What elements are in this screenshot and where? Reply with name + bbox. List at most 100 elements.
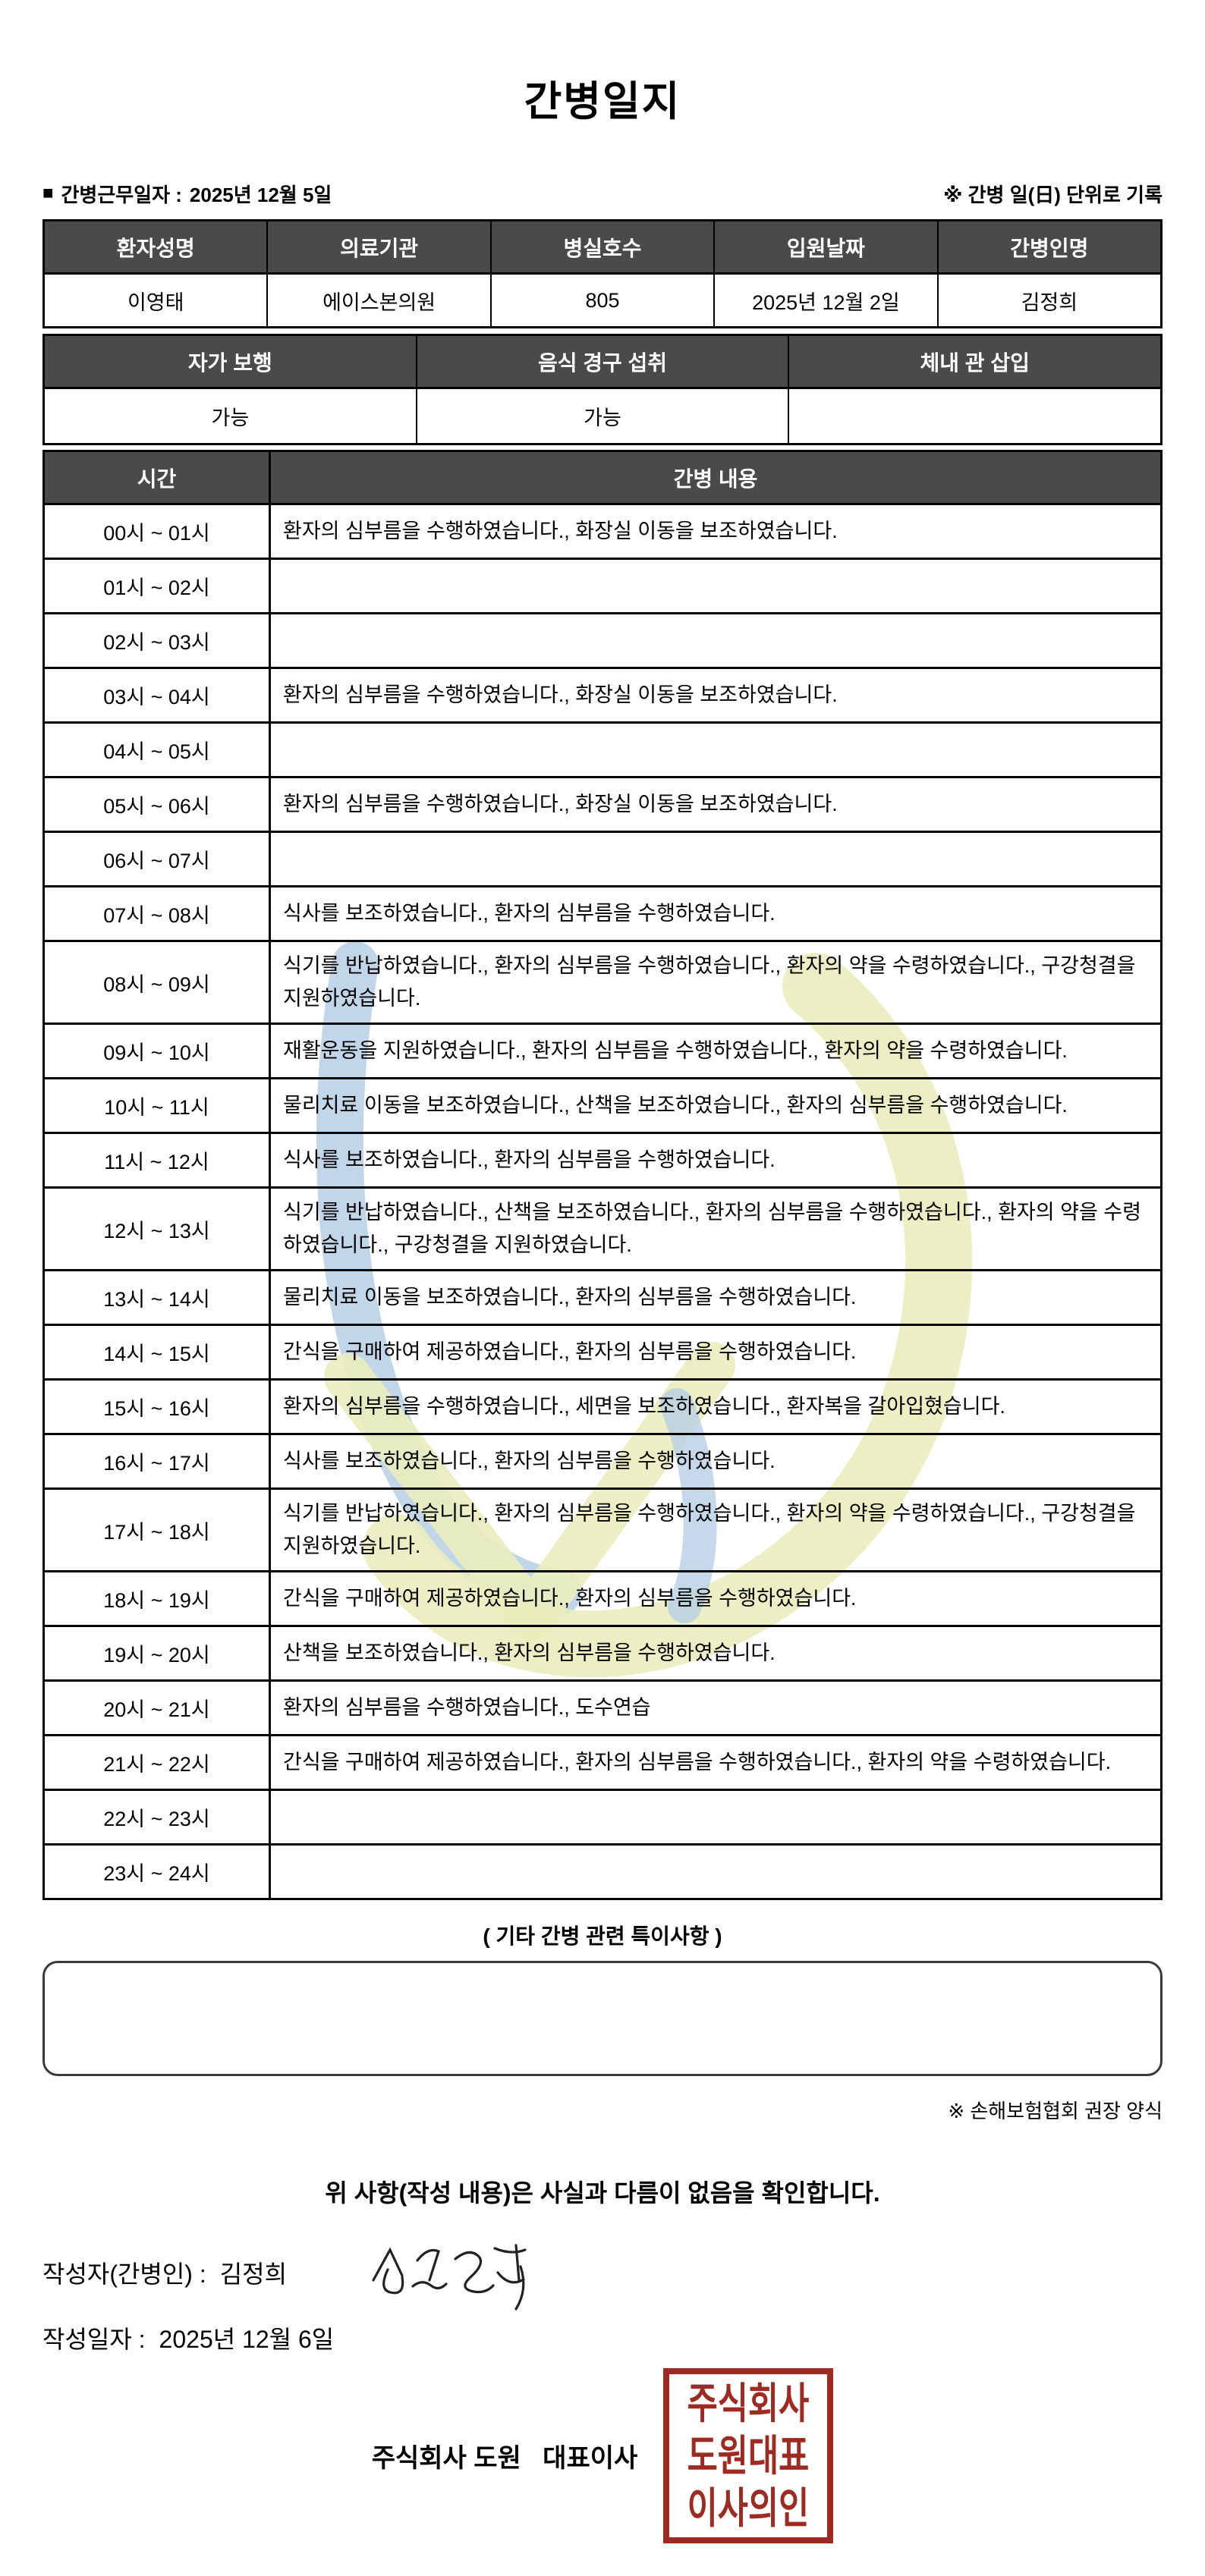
care-content-cell: 환자의 심부름을 수행하였습니다., 화장실 이동을 보조하였습니다.	[283, 520, 838, 542]
care-content-cell: 환자의 심부름을 수행하였습니다., 화장실 이동을 보조하였습니다.	[283, 793, 838, 815]
header-oral-intake: 음식 경구 섭취	[417, 336, 790, 387]
time-cell: 00시 ~ 01시	[45, 505, 271, 558]
value-medical-institution: 에이스본의원	[268, 275, 492, 326]
time-cell: 23시 ~ 24시	[45, 1846, 271, 1898]
corporate-seal-stamp: 주식회사 도원대표 이사의인	[663, 2368, 834, 2543]
meta-line: ■ 간병근무일자 : 2025년 12월 5일 ※ 간병 일(日) 단위로 기록	[42, 182, 1163, 206]
log-row: 22시 ~ 23시	[45, 1791, 1160, 1846]
care-content-cell	[271, 614, 1160, 667]
log-row: 19시 ~ 20시 산책을 보조하였습니다., 환자의 심부름을 수행하였습니다.	[45, 1627, 1160, 1682]
time-cell: 09시 ~ 10시	[45, 1025, 271, 1077]
time-cell: 04시 ~ 05시	[45, 724, 271, 776]
stamp-line-3: 이사의인	[687, 2483, 810, 2532]
time-cell: 22시 ~ 23시	[45, 1791, 271, 1843]
status-header-row: 자가 보행 음식 경구 섭취 체내 관 삽입	[45, 336, 1160, 389]
log-row: 03시 ~ 04시 환자의 심부름을 수행하였습니다., 화장실 이동을 보조하였…	[45, 669, 1160, 724]
care-content-cell: 식사를 보조하였습니다., 환자의 심부름을 수행하였습니다.	[283, 902, 776, 925]
confirmation-statement: 위 사항(작성 내용)은 사실과 다름이 없음을 확인합니다.	[325, 2179, 880, 2207]
time-cell: 01시 ~ 02시	[45, 560, 271, 612]
value-patient-name: 이영태	[45, 275, 269, 326]
log-row: 07시 ~ 08시 식사를 보조하였습니다., 환자의 심부름을 수행하였습니다.	[45, 887, 1160, 942]
extra-notes-box	[42, 1961, 1163, 2076]
header-caregiver-name: 간병인명	[1010, 236, 1089, 260]
write-date-value: 2025년 12월 6일	[159, 2326, 335, 2353]
log-row: 08시 ~ 09시 식기를 반납하였습니다., 환자의 심부름을 수행하였습니다.…	[45, 942, 1160, 1025]
value-internal-tube	[789, 389, 1160, 443]
care-content-cell	[271, 1791, 1160, 1843]
handwritten-signature	[372, 2244, 527, 2311]
work-date-label: 간병근무일자 :	[61, 183, 182, 206]
patient-info-value-row: 이영태 에이스본의원 805 2025년 12월 2일 김정희	[45, 275, 1160, 326]
time-cell: 15시 ~ 16시	[45, 1381, 271, 1433]
log-row: 16시 ~ 17시 식사를 보조하였습니다., 환자의 심부름을 수행하였습니다.	[45, 1435, 1160, 1490]
value-room-number: 805	[492, 275, 716, 326]
log-row: 20시 ~ 21시 환자의 심부름을 수행하였습니다., 도수연습	[45, 1682, 1160, 1736]
care-content-cell: 환자의 심부름을 수행하였습니다., 도수연습	[283, 1696, 651, 1719]
time-cell: 12시 ~ 13시	[45, 1189, 271, 1269]
log-row: 01시 ~ 02시	[45, 560, 1160, 614]
patient-info-table: 환자성명 의료기관 병실호수 입원날짜 간병인명 이영태 에이스본의원 805 …	[42, 219, 1163, 328]
time-cell: 21시 ~ 22시	[45, 1736, 271, 1789]
care-content-cell: 식기를 반납하였습니다., 환자의 심부름을 수행하였습니다., 환자의 약을 …	[283, 954, 1136, 1010]
writer-line: 작성자(간병인) : 김정희	[42, 2244, 1163, 2311]
header-time: 시간	[45, 452, 271, 503]
log-row: 00시 ~ 01시 환자의 심부름을 수행하였습니다., 화장실 이동을 보조하였…	[45, 505, 1160, 560]
time-cell: 08시 ~ 09시	[45, 942, 271, 1023]
header-medical-institution: 의료기관	[268, 221, 492, 272]
patient-status-table: 자가 보행 음식 경구 섭취 체내 관 삽입 가능 가능	[42, 334, 1163, 445]
value-admission-date: 2025년 12월 2일	[715, 275, 939, 326]
log-row: 21시 ~ 22시 간식을 구매하여 제공하였습니다., 환자의 심부름을 수행하…	[45, 1736, 1160, 1791]
care-content-cell: 간식을 구매하여 제공하였습니다., 환자의 심부름을 수행하였습니다.	[283, 1340, 857, 1363]
time-cell: 13시 ~ 14시	[45, 1271, 271, 1324]
header-internal-tube: 체내 관 삽입	[920, 350, 1030, 375]
care-content-cell	[271, 724, 1160, 776]
company-line: 주식회사 도원 대표이사	[371, 2444, 638, 2473]
care-content-cell: 환자의 심부름을 수행하였습니다., 화장실 이동을 보조하였습니다.	[283, 683, 838, 706]
care-content-cell: 간식을 구매하여 제공하였습니다., 환자의 심부름을 수행하였습니다., 환자…	[283, 1751, 1112, 1773]
time-cell: 20시 ~ 21시	[45, 1682, 271, 1734]
log-row: 05시 ~ 06시 환자의 심부름을 수행하였습니다., 화장실 이동을 보조하였…	[45, 778, 1160, 833]
stamp-line-2: 도원대표	[687, 2431, 810, 2480]
page-title: 간병일지	[524, 79, 681, 124]
work-date-value: 2025년 12월 5일	[189, 183, 332, 206]
time-cell: 11시 ~ 12시	[45, 1134, 271, 1186]
care-content-cell: 간식을 구매하여 제공하였습니다., 환자의 심부름을 수행하였습니다.	[283, 1587, 857, 1610]
unit-note: ※ 간병 일(日) 단위로 기록	[943, 183, 1163, 206]
time-cell: 03시 ~ 04시	[45, 669, 271, 721]
form-standard-note: ※ 손해보험협회 권장 양식	[948, 2100, 1163, 2122]
log-row: 12시 ~ 13시 식기를 반납하였습니다., 산책을 보조하였습니다., 환자의…	[45, 1189, 1160, 1271]
header-care-content: 간병 내용	[673, 467, 758, 491]
care-content-cell: 물리치료 이동을 보조하였습니다., 환자의 심부름을 수행하였습니다.	[283, 1286, 857, 1308]
care-content-cell: 환자의 심부름을 수행하였습니다., 세면을 보조하였습니다., 환자복을 갈아…	[283, 1395, 1005, 1418]
value-self-walking: 가능	[45, 389, 417, 443]
log-row: 02시 ~ 03시	[45, 614, 1160, 669]
header-self-walking: 자가 보행	[45, 336, 417, 387]
document-content: 간병일지 ■ 간병근무일자 : 2025년 12월 5일 ※ 간병 일(日) 단…	[0, 79, 1205, 2543]
log-row: 11시 ~ 12시 식사를 보조하였습니다., 환자의 심부름을 수행하였습니다.	[45, 1134, 1160, 1189]
status-value-row: 가능 가능	[45, 389, 1160, 443]
log-row: 17시 ~ 18시 식기를 반납하였습니다., 환자의 심부름을 수행하였습니다.…	[45, 1490, 1160, 1572]
writer-label: 작성자(간병인) :	[42, 2260, 206, 2288]
care-content-cell: 식기를 반납하였습니다., 산책을 보조하였습니다., 환자의 심부름을 수행하…	[283, 1201, 1141, 1256]
care-content-cell	[271, 560, 1160, 612]
time-cell: 16시 ~ 17시	[45, 1435, 271, 1487]
log-row: 14시 ~ 15시 간식을 구매하여 제공하였습니다., 환자의 심부름을 수행하…	[45, 1326, 1160, 1381]
time-cell: 14시 ~ 15시	[45, 1326, 271, 1378]
log-row: 18시 ~ 19시 간식을 구매하여 제공하였습니다., 환자의 심부름을 수행하…	[45, 1572, 1160, 1627]
care-content-cell	[271, 1846, 1160, 1898]
care-content-cell: 식사를 보조하였습니다., 환자의 심부름을 수행하였습니다.	[283, 1450, 776, 1472]
time-cell: 06시 ~ 07시	[45, 833, 271, 885]
log-row: 10시 ~ 11시 물리치료 이동을 보조하였습니다., 산책을 보조하였습니다.…	[45, 1079, 1160, 1134]
care-content-cell: 산책을 보조하였습니다., 환자의 심부름을 수행하였습니다.	[283, 1641, 776, 1664]
bullet-square-icon: ■	[42, 183, 54, 203]
log-row: 04시 ~ 05시	[45, 724, 1160, 778]
time-cell: 07시 ~ 08시	[45, 887, 271, 940]
time-cell: 02시 ~ 03시	[45, 614, 271, 667]
time-cell: 18시 ~ 19시	[45, 1572, 271, 1625]
care-content-cell: 식기를 반납하였습니다., 환자의 심부름을 수행하였습니다., 환자의 약을 …	[283, 1502, 1136, 1557]
write-date-label: 작성일자 :	[42, 2326, 146, 2353]
log-row: 09시 ~ 10시 재활운동을 지원하였습니다., 환자의 심부름을 수행하였습니…	[45, 1025, 1160, 1079]
time-cell: 17시 ~ 18시	[45, 1490, 271, 1570]
